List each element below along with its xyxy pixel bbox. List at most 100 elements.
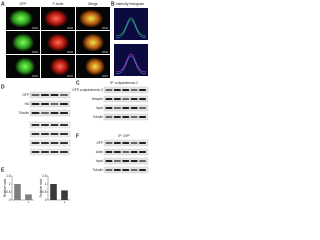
band (41, 124, 49, 126)
band (122, 98, 130, 100)
blot-strip (29, 109, 71, 117)
band (105, 98, 113, 100)
column-header: Merge (88, 2, 98, 6)
column-header: GFP (20, 2, 28, 6)
page: { "panel_a": {"label": "A", "columns": [… (1, 1, 149, 205)
band (31, 151, 40, 153)
band (139, 116, 146, 118)
band (130, 142, 138, 144)
band (105, 107, 113, 109)
band (105, 169, 113, 171)
blot-strip (29, 139, 71, 147)
cell (15, 57, 35, 76)
y-axis-label: Relative ratio (3, 178, 7, 197)
panel-title: Intensity histogram (116, 2, 145, 6)
blot-row-label: Tubulin (19, 111, 30, 115)
bar (25, 194, 32, 200)
figure: A B C D E F GFP F-Actin Merge Intensity … (1, 1, 149, 204)
y-tick-label: 1.5 (42, 174, 47, 178)
band (41, 103, 49, 105)
band (122, 89, 130, 91)
blot-strip (29, 148, 71, 156)
histogram-line (115, 55, 147, 75)
band (41, 94, 49, 96)
band (130, 98, 138, 100)
band (50, 142, 59, 144)
cell (82, 33, 104, 52)
band (105, 151, 113, 153)
panel-letter: F (76, 133, 79, 139)
band (105, 89, 113, 91)
band (41, 142, 49, 144)
blot-row-label: GFP (96, 141, 103, 145)
blot-strip (29, 91, 71, 99)
band (122, 107, 130, 109)
band (139, 151, 146, 153)
panel-letter: A (1, 1, 5, 7)
band (60, 133, 68, 135)
bar (50, 184, 57, 200)
band (50, 151, 59, 153)
blot-row-label: Input (96, 106, 103, 110)
cell (79, 9, 103, 28)
y-tick-label: 1 (45, 182, 47, 186)
band (113, 107, 121, 109)
band (113, 169, 121, 171)
band (50, 133, 59, 135)
blot-strip (29, 100, 71, 108)
band (60, 142, 68, 144)
panel-letter: B (111, 1, 115, 7)
band (130, 151, 138, 153)
band (139, 107, 146, 109)
band (130, 89, 138, 91)
band (113, 160, 121, 162)
band (122, 151, 130, 153)
y-tick-label: 1.5 (6, 174, 11, 178)
band (60, 94, 68, 96)
panel-letter: C (76, 80, 80, 86)
histogram-line (115, 17, 147, 37)
band (41, 112, 49, 114)
band (60, 112, 68, 114)
cell (85, 57, 105, 76)
band (122, 142, 130, 144)
y-tick-label: 1 (9, 182, 11, 186)
y-axis-label: Relative ratio (39, 178, 43, 197)
band (122, 169, 130, 171)
band (122, 160, 130, 162)
band (139, 98, 146, 100)
band (31, 133, 40, 135)
cell (9, 9, 33, 28)
band (50, 103, 59, 105)
column-header: F-Actin (53, 2, 64, 6)
blot-header: IP: α-dystrobrevin-2 (110, 81, 138, 85)
band (41, 133, 49, 135)
band (31, 124, 40, 126)
histogram-line (115, 53, 147, 73)
band (105, 142, 113, 144)
x-tick-label: + (28, 200, 30, 204)
band (31, 112, 40, 114)
band (31, 103, 40, 105)
blot-row-label: GFP-α-dystrobrevin-2 (72, 88, 103, 92)
band (113, 98, 121, 100)
y-tick-label: 0 (9, 198, 11, 202)
y-tick-label: 0.5 (42, 190, 47, 194)
band (60, 151, 68, 153)
band (113, 89, 121, 91)
histogram-plot (114, 8, 148, 40)
band (139, 160, 146, 162)
blot-row-label: GFP (22, 93, 29, 97)
cell (12, 33, 34, 52)
band (130, 116, 138, 118)
histogram-line (115, 19, 147, 39)
band (139, 142, 146, 144)
panel-letter: E (1, 167, 5, 173)
cell (50, 57, 70, 76)
band (113, 151, 121, 153)
cell (47, 33, 69, 52)
band (130, 160, 138, 162)
band (113, 116, 121, 118)
x-tick-label: - (17, 200, 18, 204)
y-tick-label: 0 (45, 198, 47, 202)
